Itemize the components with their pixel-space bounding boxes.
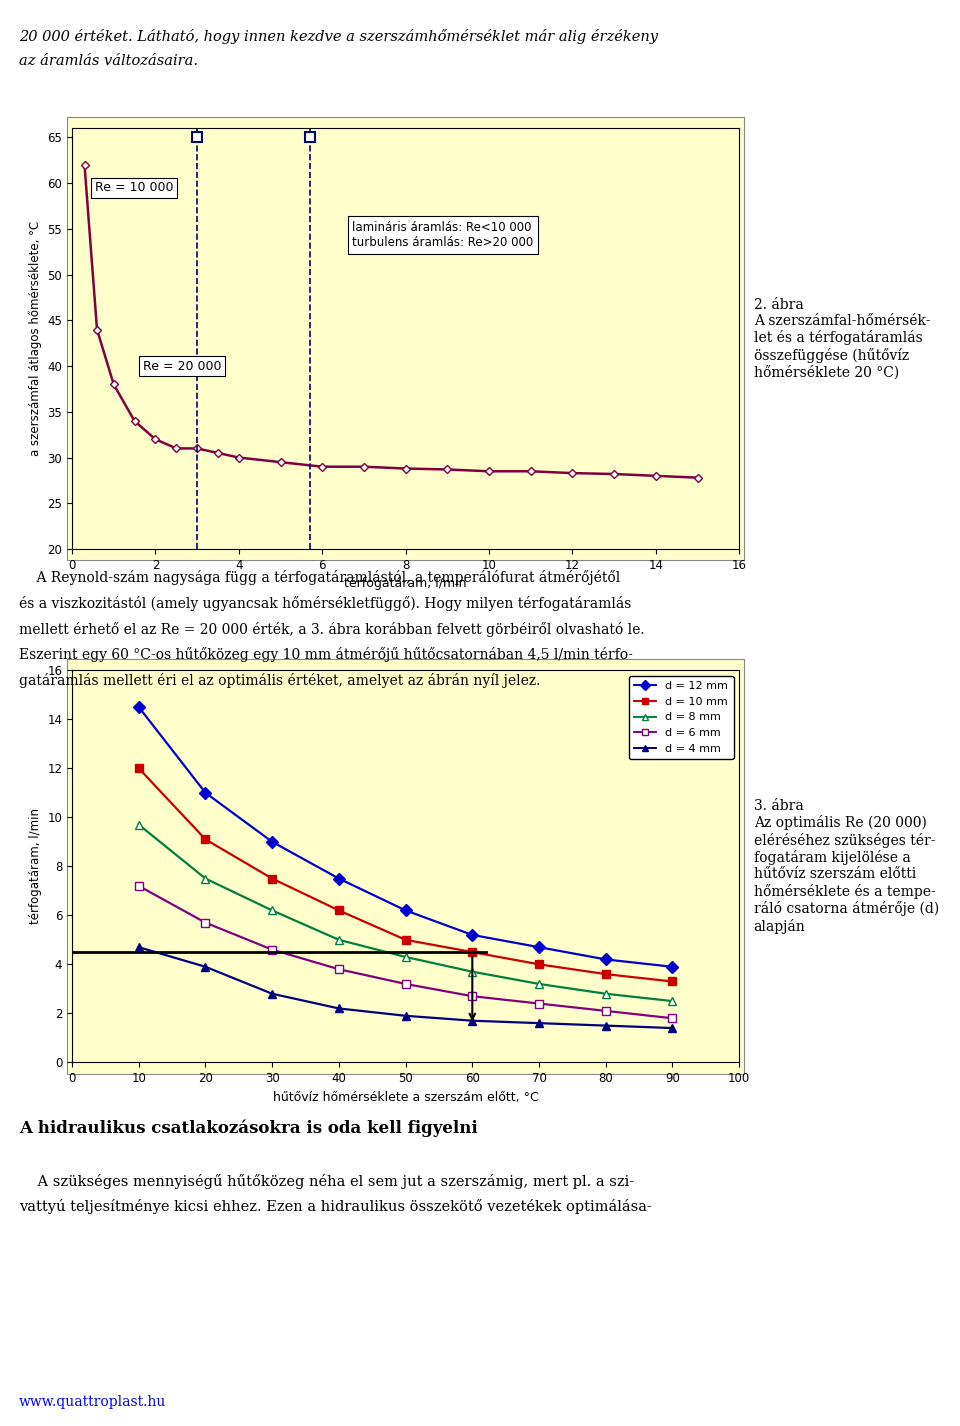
Text: A szükséges mennyiségű hűtőközeg néha el sem jut a szerszámig, mert pl. a szi-: A szükséges mennyiségű hűtőközeg néha el… (19, 1174, 635, 1189)
d = 6 mm (666, 1010, 678, 1027)
d = 6 mm (333, 961, 345, 978)
d = 10 mm (666, 973, 678, 990)
X-axis label: hűtővíz hőmérséklete a szerszám előtt, °C: hűtővíz hőmérséklete a szerszám előtt, °… (273, 1091, 539, 1104)
d = 4 mm (467, 1012, 478, 1030)
Text: az áramlás változásaira.: az áramlás változásaira. (19, 54, 198, 68)
d = 12 mm (132, 699, 144, 716)
d = 4 mm (333, 1000, 345, 1017)
d = 4 mm (534, 1015, 545, 1032)
Line: d = 10 mm: d = 10 mm (134, 764, 677, 985)
d = 4 mm (200, 958, 211, 975)
Text: gatáramlás mellett éri el az optimális értéket, amelyet az ábrán nyíl jelez.: gatáramlás mellett éri el az optimális é… (19, 673, 540, 689)
d = 12 mm (400, 901, 412, 918)
d = 12 mm (534, 938, 545, 955)
d = 10 mm (400, 931, 412, 948)
d = 12 mm (267, 833, 278, 850)
d = 4 mm (267, 985, 278, 1002)
d = 6 mm (600, 1002, 612, 1020)
d = 8 mm (400, 948, 412, 965)
d = 4 mm (666, 1020, 678, 1037)
d = 10 mm (600, 965, 612, 983)
Text: és a viszkozitástól (amely ugyancsak hőmérsékletfüggő). Hogy milyen térfogatáram: és a viszkozitástól (amely ugyancsak hőm… (19, 596, 632, 612)
Line: d = 12 mm: d = 12 mm (134, 703, 677, 971)
d = 10 mm (467, 944, 478, 961)
d = 8 mm (666, 992, 678, 1010)
d = 12 mm (666, 958, 678, 975)
d = 12 mm (200, 784, 211, 801)
Y-axis label: térfogatáram, l/min: térfogatáram, l/min (29, 809, 41, 924)
d = 8 mm (333, 931, 345, 948)
Line: d = 8 mm: d = 8 mm (134, 820, 677, 1005)
d = 4 mm (600, 1017, 612, 1034)
d = 6 mm (200, 914, 211, 931)
Line: d = 4 mm: d = 4 mm (134, 943, 677, 1032)
d = 12 mm (600, 951, 612, 968)
Text: Re = 10 000: Re = 10 000 (95, 181, 174, 194)
X-axis label: térfogatáram, l/min: térfogatáram, l/min (345, 578, 467, 590)
Text: www.quattroplast.hu: www.quattroplast.hu (19, 1395, 167, 1409)
Text: A hidraulikus csatlakozásokra is oda kell figyelni: A hidraulikus csatlakozásokra is oda kel… (19, 1119, 478, 1137)
d = 10 mm (534, 955, 545, 973)
d = 10 mm (200, 831, 211, 848)
Text: lamináris áramlás: Re<10 000
turbulens áramlás: Re>20 000: lamináris áramlás: Re<10 000 turbulens á… (352, 221, 534, 250)
d = 8 mm (200, 870, 211, 887)
d = 6 mm (467, 988, 478, 1005)
Text: 20 000 értéket. Látható, hogy innen kezdve a szerszámhőmérséklet már alig érzéke: 20 000 értéket. Látható, hogy innen kezd… (19, 29, 659, 44)
Line: d = 6 mm: d = 6 mm (134, 881, 677, 1022)
Text: vattyú teljesítménye kicsi ehhez. Ezen a hidraulikus összekötő vezetékek optimál: vattyú teljesítménye kicsi ehhez. Ezen a… (19, 1199, 652, 1215)
d = 10 mm (132, 760, 144, 777)
Text: 2. ábra
A szerszámfal-hőmérsék-
let és a térfogatáramlás
összefüggése (hűtővíz
h: 2. ábra A szerszámfal-hőmérsék- let és a… (754, 298, 930, 379)
d = 10 mm (333, 901, 345, 918)
d = 8 mm (600, 985, 612, 1002)
Y-axis label: a szerszámfal átlagos hőmérséklete, °C: a szerszámfal átlagos hőmérséklete, °C (29, 221, 42, 456)
Text: A Reynold-szám nagysága függ a térfogatáramlástól, a temperálófurat átmérőjétől: A Reynold-szám nagysága függ a térfogatá… (19, 570, 620, 586)
d = 6 mm (400, 975, 412, 992)
d = 4 mm (400, 1007, 412, 1024)
Text: 3. ábra
Az optimális Re (20 000)
eléréséhez szükséges tér-
fogatáram kijelölése : 3. ábra Az optimális Re (20 000) elérésé… (754, 799, 939, 934)
d = 8 mm (132, 816, 144, 833)
d = 12 mm (467, 927, 478, 944)
d = 4 mm (132, 938, 144, 955)
d = 6 mm (132, 877, 144, 894)
d = 8 mm (467, 963, 478, 980)
d = 8 mm (534, 975, 545, 992)
Legend: d = 12 mm, d = 10 mm, d = 8 mm, d = 6 mm, d = 4 mm: d = 12 mm, d = 10 mm, d = 8 mm, d = 6 mm… (629, 676, 733, 759)
Text: Re = 20 000: Re = 20 000 (143, 359, 222, 372)
Text: mellett érhető el az Re = 20 000 érték, a 3. ábra korábban felvett görbéiről olv: mellett érhető el az Re = 20 000 érték, … (19, 622, 645, 637)
d = 6 mm (534, 995, 545, 1012)
d = 8 mm (267, 901, 278, 918)
Text: Eszerint egy 60 °C-os hűtőközeg egy 10 mm átmérőjű hűtőcsatornában 4,5 l/min tér: Eszerint egy 60 °C-os hűtőközeg egy 10 m… (19, 647, 633, 663)
d = 12 mm (333, 870, 345, 887)
d = 6 mm (267, 941, 278, 958)
d = 10 mm (267, 870, 278, 887)
